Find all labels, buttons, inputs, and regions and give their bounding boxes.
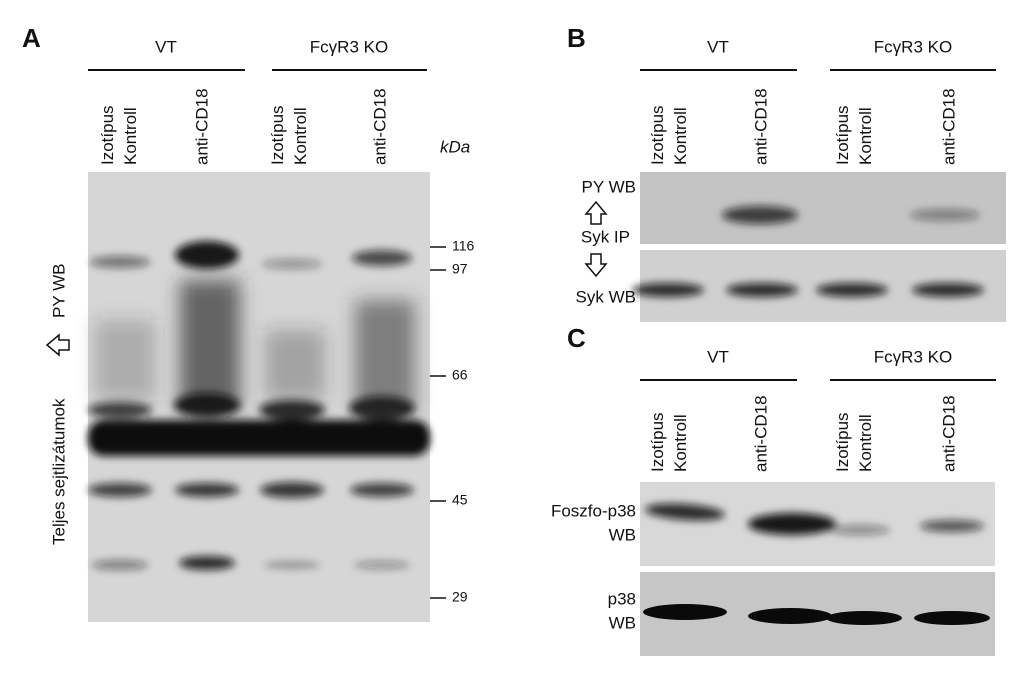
group-label: FcγR3 KO bbox=[310, 37, 388, 56]
group-label: FcγR3 KO bbox=[874, 347, 952, 366]
group-label: VT bbox=[707, 37, 729, 56]
lane-label: Kontroll bbox=[856, 414, 875, 472]
marker-label: 29 bbox=[452, 589, 468, 605]
side-label: Teljes sejtlizátumok bbox=[49, 398, 68, 545]
unit: kDa bbox=[440, 137, 470, 156]
marker-label: 45 bbox=[452, 492, 468, 508]
lane-label: anti-CD18 bbox=[370, 88, 389, 165]
blot-a bbox=[88, 172, 430, 622]
lane-label: anti-CD18 bbox=[751, 88, 770, 165]
arrow bbox=[45, 333, 70, 357]
blot-c bbox=[640, 482, 995, 656]
row-label: WB bbox=[609, 613, 636, 632]
row-label: PY WB bbox=[582, 177, 636, 196]
arrow bbox=[584, 200, 608, 225]
lane-label: Izotípus bbox=[268, 105, 287, 165]
marker-label: 66 bbox=[452, 367, 468, 383]
lane-label: Kontroll bbox=[856, 107, 875, 165]
group-label: VT bbox=[155, 37, 177, 56]
lane-label: anti-CD18 bbox=[939, 88, 958, 165]
panel-label: A bbox=[22, 23, 41, 53]
lane-label: Izotípus bbox=[648, 105, 667, 165]
lane-label: Izotípus bbox=[648, 412, 667, 472]
row-label: Foszfo-p38 bbox=[551, 501, 636, 520]
group-label: VT bbox=[707, 347, 729, 366]
row-label: Syk IP bbox=[581, 227, 630, 246]
panel-label: C bbox=[567, 323, 586, 353]
lane-label: anti-CD18 bbox=[192, 88, 211, 165]
lane-label: Izotípus bbox=[833, 105, 852, 165]
row-label: p38 bbox=[608, 589, 636, 608]
side-label: PY WB bbox=[49, 264, 68, 318]
panel-label: B bbox=[567, 23, 586, 53]
blot-b bbox=[632, 172, 1006, 322]
lane-label: anti-CD18 bbox=[751, 395, 770, 472]
row-label: Syk WB bbox=[576, 287, 636, 306]
marker-label: 116 bbox=[452, 238, 475, 254]
lane-label: Kontroll bbox=[671, 107, 690, 165]
group-label: FcγR3 KO bbox=[874, 37, 952, 56]
lane-label: Kontroll bbox=[671, 414, 690, 472]
lane-label: Izotípus bbox=[98, 105, 117, 165]
arrow bbox=[584, 253, 608, 278]
lane-label: anti-CD18 bbox=[939, 395, 958, 472]
lane-label: Kontroll bbox=[291, 107, 310, 165]
lane-label: Kontroll bbox=[121, 107, 140, 165]
lane-label: Izotípus bbox=[833, 412, 852, 472]
marker-label: 97 bbox=[452, 261, 468, 277]
row-label: WB bbox=[609, 525, 636, 544]
